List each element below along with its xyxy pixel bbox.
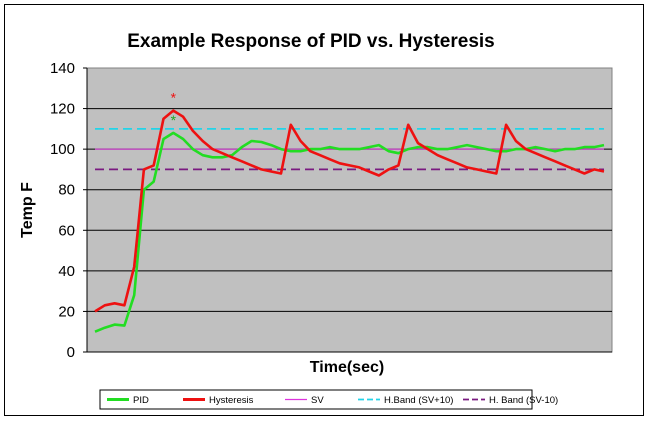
chart-frame: Example Response of PID vs. Hysteresis 0… bbox=[4, 4, 644, 416]
series-line-pid bbox=[94, 131, 605, 333]
x-axis-label: Time(sec) bbox=[310, 359, 384, 376]
y-tick-label: 0 bbox=[67, 344, 75, 361]
chart-svg: Example Response of PID vs. Hysteresis 0… bbox=[19, 31, 613, 410]
y-tick-label: 100 bbox=[50, 141, 75, 158]
series-group bbox=[94, 109, 605, 333]
annotation-asterisk: * bbox=[171, 112, 177, 128]
plot-area bbox=[86, 67, 613, 353]
legend bbox=[99, 389, 533, 410]
y-tick-label: 120 bbox=[50, 101, 75, 118]
y-tick-label: 80 bbox=[58, 182, 75, 199]
y-tick-label: 20 bbox=[58, 303, 75, 320]
legend-label: SV bbox=[311, 395, 324, 406]
annotations: ** bbox=[171, 89, 177, 127]
legend-items: PID Hysteresis SV H.Band (SV+10) H. Band (SV… bbox=[107, 395, 558, 406]
legend-label: H. Band (SV-10) bbox=[489, 395, 558, 406]
series-line-hysteresis bbox=[94, 109, 605, 313]
annotation-asterisk: * bbox=[171, 89, 177, 105]
y-tick-label: 60 bbox=[58, 222, 75, 239]
y-tick-label: 40 bbox=[58, 263, 75, 280]
y-tick-labels: 0 20 40 60 80 100 120 140 bbox=[50, 60, 612, 361]
legend-label: H.Band (SV+10) bbox=[384, 395, 453, 406]
y-axis-label: Temp F bbox=[19, 182, 36, 238]
y-tick-label: 140 bbox=[50, 60, 75, 77]
legend-label: PID bbox=[133, 395, 149, 406]
chart-title: Example Response of PID vs. Hysteresis bbox=[127, 31, 495, 52]
legend-label: Hysteresis bbox=[209, 395, 254, 406]
